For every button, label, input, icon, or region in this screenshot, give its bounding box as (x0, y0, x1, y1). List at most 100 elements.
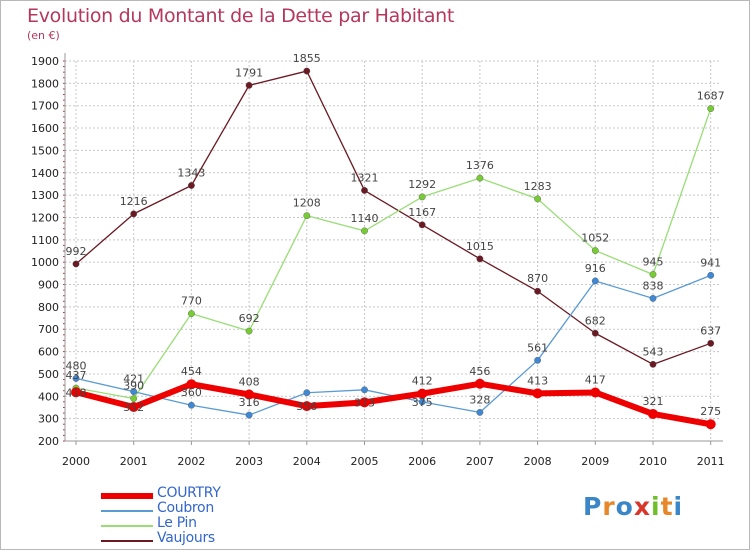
data-point (476, 174, 484, 182)
x-tick-label: 2001 (120, 455, 148, 468)
data-label: 321 (643, 395, 664, 408)
data-label: 316 (239, 396, 260, 409)
data-label: 1216 (120, 195, 148, 208)
data-point (418, 398, 426, 406)
legend-swatch (101, 525, 153, 527)
y-tick-label: 200 (38, 435, 59, 448)
y-tick-label: 1600 (31, 122, 59, 135)
logo-letter: o (615, 492, 634, 521)
data-point (361, 187, 368, 194)
legend-label: Le Pin (157, 515, 197, 531)
legend-label: Vaujours (157, 530, 215, 546)
x-tick-label: 2005 (351, 455, 379, 468)
data-point (707, 105, 715, 113)
y-tick-label: 500 (38, 368, 59, 381)
x-tick-label: 2010 (639, 455, 667, 468)
data-point (418, 221, 426, 229)
data-label: 561 (527, 341, 548, 354)
data-point (303, 389, 311, 397)
legend-swatch (101, 540, 153, 542)
data-label: 352 (123, 401, 144, 414)
data-label: 770 (181, 295, 202, 308)
x-tick-label: 2004 (293, 455, 321, 468)
y-tick-label: 700 (38, 323, 59, 336)
data-label: 454 (181, 365, 202, 378)
y-tick-label: 1300 (31, 189, 59, 202)
data-label: 480 (66, 359, 87, 372)
data-label: 413 (527, 374, 548, 387)
data-label: 838 (643, 279, 664, 292)
data-label: 1687 (697, 90, 725, 103)
data-point (418, 193, 426, 201)
legend-swatch (101, 493, 153, 499)
data-point (591, 329, 599, 337)
data-label: 1140 (351, 212, 379, 225)
data-point (245, 327, 253, 335)
data-point (187, 310, 195, 317)
data-label: 637 (700, 324, 721, 337)
data-point (534, 195, 541, 203)
logo-letter: i (651, 492, 661, 521)
x-tick-label: 2002 (177, 455, 205, 468)
y-tick-label: 1400 (31, 167, 59, 180)
data-point (649, 360, 657, 368)
data-point (244, 389, 255, 400)
proxiti-logo: Proxiti (583, 492, 683, 521)
data-label: 275 (700, 405, 721, 418)
y-tick-label: 1500 (31, 144, 59, 157)
x-tick-label: 2000 (62, 455, 90, 468)
series-line-le-pin (75, 108, 712, 400)
data-point (303, 212, 311, 220)
data-point (649, 271, 657, 278)
data-label: 1855 (293, 52, 321, 65)
logo-letter: P (583, 492, 603, 521)
data-label: 1343 (177, 167, 205, 180)
legend-swatch (101, 510, 153, 512)
data-point (591, 277, 599, 285)
y-tick-label: 600 (38, 346, 59, 359)
data-point (705, 419, 716, 430)
data-label: 421 (123, 373, 144, 386)
data-point (476, 408, 484, 416)
data-point (534, 356, 541, 364)
logo-letter: r (602, 492, 616, 521)
data-point (301, 401, 312, 412)
legend-label: Coubron (157, 500, 214, 516)
x-tick-label: 2008 (524, 455, 552, 468)
data-point (130, 395, 138, 402)
data-point (130, 210, 138, 218)
data-label: 1167 (408, 206, 436, 219)
series-line-vaujours (75, 70, 711, 365)
data-label: 412 (412, 375, 433, 388)
data-label: 1283 (524, 180, 552, 193)
series-line-courtry (75, 380, 712, 428)
data-point (361, 227, 368, 235)
data-point (476, 255, 484, 263)
legend-label: COURTRY (157, 485, 221, 501)
data-point (590, 387, 601, 398)
y-tick-label: 900 (38, 279, 59, 292)
y-tick-label: 1000 (31, 256, 59, 269)
data-label: 945 (643, 255, 664, 268)
data-point (361, 386, 368, 394)
data-label: 360 (181, 386, 202, 399)
data-point (187, 401, 195, 409)
chart-subtitle: (en €) (27, 29, 60, 42)
x-tick-label: 2006 (408, 455, 436, 468)
data-label: 543 (643, 345, 664, 358)
y-tick-label: 1100 (31, 234, 59, 247)
data-point (245, 81, 253, 89)
data-point (648, 408, 658, 419)
y-tick-label: 1900 (31, 55, 59, 68)
data-point (245, 411, 253, 419)
data-label: 1321 (351, 171, 379, 184)
data-point (72, 260, 80, 268)
data-point (534, 287, 541, 295)
data-point (128, 402, 139, 413)
data-label: 1376 (466, 159, 494, 172)
logo-letter: x (633, 492, 651, 521)
data-label: 328 (469, 393, 490, 406)
data-label: 992 (66, 245, 87, 258)
